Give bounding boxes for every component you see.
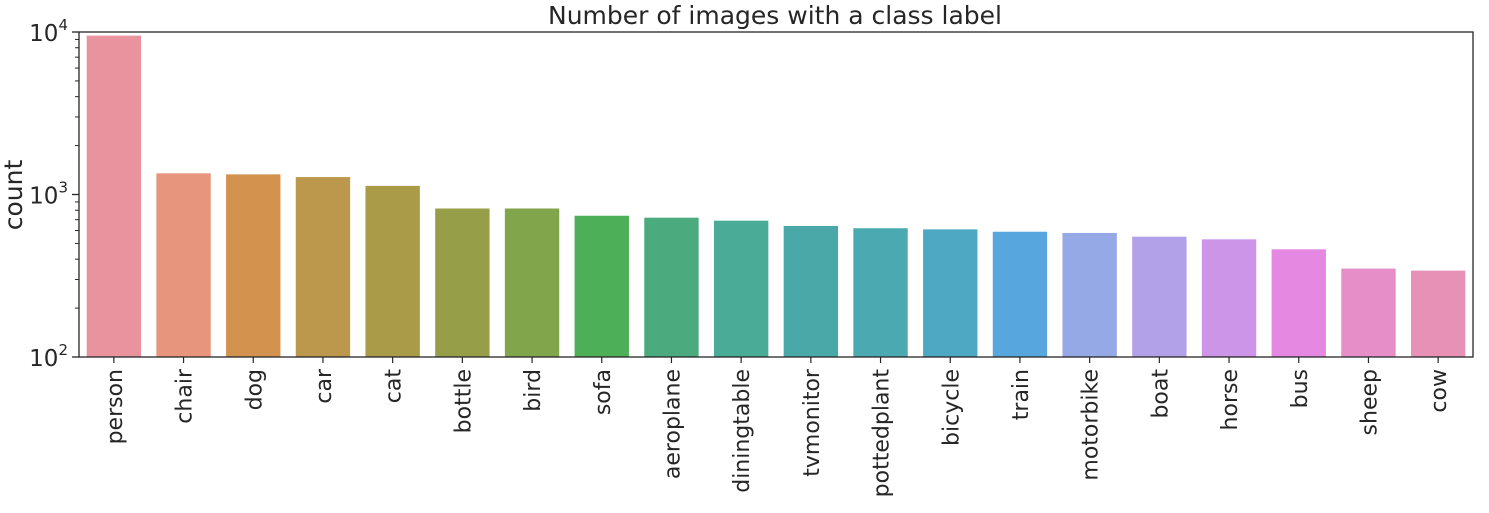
x-tick-label: sofa [591, 369, 616, 415]
x-tick-label: cat [382, 369, 407, 404]
chart-title: Number of images with a class label [548, 1, 1002, 30]
x-tick-label: horse [1218, 369, 1243, 430]
x-tick-label: bird [521, 369, 546, 412]
x-tick-label: pottedplant [870, 369, 895, 498]
bar-diningtable [713, 220, 769, 357]
bar-bottle [435, 208, 490, 357]
bar-person [86, 35, 142, 358]
x-tick-label: bottle [451, 369, 476, 433]
bars-group [86, 35, 1466, 358]
x-tick-label: tvmonitor [800, 368, 825, 477]
bar-dog [226, 174, 281, 357]
y-tick-label: 102 [29, 341, 68, 372]
bar-cow [1410, 270, 1466, 357]
x-tick-label: person [103, 369, 128, 444]
y-axis: 102 103 104 [29, 16, 79, 372]
x-axis: person chair dog car cat bottle bird sofa aeropl… [103, 357, 1452, 497]
x-tick-label: bus [1288, 369, 1313, 408]
x-tick-label: motorbike [1079, 369, 1104, 481]
bar-cat [365, 185, 420, 357]
x-tick-label: bicycle [939, 369, 964, 446]
x-tick-label: cow [1427, 369, 1452, 413]
y-axis-label: count [0, 160, 28, 231]
bar-tvmonitor [783, 226, 839, 357]
x-tick-label: diningtable [730, 369, 755, 493]
bar-bird [504, 208, 560, 357]
x-tick-label: boat [1148, 369, 1173, 419]
bar-aeroplane [644, 217, 699, 357]
bar-train [992, 231, 1048, 357]
bar-boat [1132, 236, 1187, 357]
x-tick-label: aeroplane [660, 369, 685, 479]
bar-car [295, 177, 351, 357]
x-tick-label: dog [242, 369, 267, 410]
x-tick-label: car [312, 368, 337, 404]
y-tick-label: 104 [29, 16, 68, 47]
plot-frame [78, 31, 1474, 358]
bar-bicycle [923, 229, 978, 357]
bar-sheep [1341, 268, 1396, 357]
bar-chair [156, 173, 211, 357]
bar-sofa [574, 215, 629, 357]
y-tick-label: 103 [29, 179, 68, 210]
bar-horse [1201, 239, 1257, 357]
x-tick-label: sheep [1357, 369, 1382, 435]
bar-bus [1271, 249, 1326, 357]
bar-motorbike [1062, 232, 1117, 357]
x-tick-label: chair [173, 368, 198, 424]
bar-pottedplant [853, 228, 908, 357]
x-tick-label: train [1009, 369, 1034, 420]
